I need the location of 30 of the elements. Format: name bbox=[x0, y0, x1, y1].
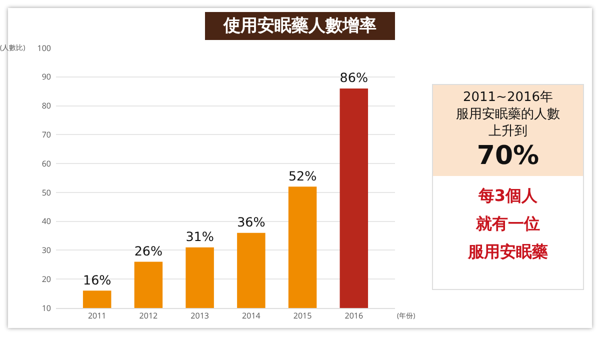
data-label: 31% bbox=[186, 228, 214, 244]
y-tick-label: 30 bbox=[42, 245, 52, 256]
y-tick-label: 50 bbox=[42, 187, 52, 198]
text: 2011~2016年 bbox=[462, 89, 554, 106]
text: 服用安眠藥的人數 bbox=[455, 106, 561, 123]
data-label: 52% bbox=[288, 168, 317, 184]
y-tick-label: 80 bbox=[42, 100, 52, 112]
data-label: 16% bbox=[82, 272, 112, 288]
x-tick-label: 2013 bbox=[190, 310, 210, 322]
x-tick-label: 2014 bbox=[242, 310, 261, 322]
text: 就有一位 bbox=[474, 213, 541, 235]
text: 服用安眠藥 bbox=[466, 241, 549, 263]
y-tick-label: 40 bbox=[42, 216, 52, 228]
x-tick-label: 2015 bbox=[293, 310, 312, 322]
data-label: 86% bbox=[340, 70, 368, 86]
text: 70% bbox=[476, 140, 540, 172]
x-tick-label: 2012 bbox=[139, 310, 158, 322]
y-tick-label: 90 bbox=[42, 72, 52, 83]
data-label: 26% bbox=[134, 243, 163, 258]
chart-title: 使用安眠藥人數增率 bbox=[205, 12, 395, 40]
x-tick-label: 2011 bbox=[88, 310, 106, 322]
data-label: 36% bbox=[237, 214, 266, 230]
y-tick-label: 70 bbox=[42, 129, 52, 140]
x-tick-label: 2016 bbox=[344, 310, 364, 322]
text: 上升到 bbox=[488, 123, 528, 140]
y-tick-label: 60 bbox=[42, 158, 52, 170]
y-tick-label: 100 bbox=[37, 42, 52, 54]
y-tick-label: 20 bbox=[42, 274, 52, 285]
y-tick-label: 10 bbox=[42, 302, 52, 314]
text: 每3個人 bbox=[477, 185, 539, 207]
